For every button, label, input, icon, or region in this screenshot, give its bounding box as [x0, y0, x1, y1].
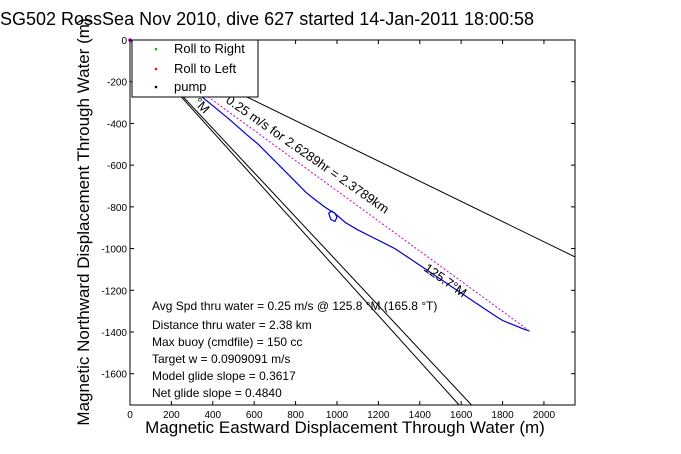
y-tick-label: -1400 — [101, 328, 127, 339]
x-tick-label: 1200 — [367, 410, 390, 421]
stat-max-buoy: Max buoy (cmdfile) = 150 cc — [152, 335, 302, 349]
stat-model-glide: Model glide slope = 0.3617 — [152, 369, 296, 383]
reference-line — [129, 39, 460, 406]
x-tick-label: 400 — [204, 410, 221, 421]
x-tick-label: 1600 — [450, 410, 473, 421]
chart-title: SG502 RossSea Nov 2010, dive 627 started… — [0, 9, 534, 29]
x-tick-label: 200 — [163, 410, 180, 421]
x-axis-label: Magnetic Eastward Displacement Through W… — [145, 418, 545, 437]
x-ticks: 0 200 400 600 800 1000 1200 1400 1600 1800 2000 — [127, 40, 556, 421]
stat-avg-speed: Avg Spd thru water = 0.25 m/s @ 125.8 °M… — [152, 299, 437, 313]
track-series-line — [129, 39, 530, 332]
x-tick-label: 800 — [287, 410, 304, 421]
y-tick-label: -600 — [107, 161, 127, 172]
legend-box — [131, 39, 259, 98]
y-ticks: 0 -200 -400 -600 -800 -1000 -1200 -1400 -1600 — [101, 36, 575, 381]
heading-annotation-upper: °M — [191, 95, 213, 117]
legend-marker-roll-right — [154, 47, 158, 51]
y-tick-label: -200 — [107, 78, 127, 89]
x-tick-label: 1400 — [409, 410, 432, 421]
y-tick-label: -400 — [107, 119, 127, 130]
legend-marker-roll-left — [154, 67, 158, 71]
legend-label-roll-left: Roll to Left — [174, 61, 237, 76]
legend-label-pump: pump — [174, 79, 207, 94]
y-tick-label: -1600 — [101, 370, 127, 381]
stats-block: Avg Spd thru water = 0.25 m/s @ 125.8 °M… — [152, 299, 437, 400]
y-tick-label: -800 — [107, 203, 127, 214]
speed-distance-annotation: 0.25 m/s for 2.6289hr = 2.3789km — [223, 92, 392, 216]
legend-label-roll-right: Roll to Right — [174, 41, 245, 56]
legend: Roll to Right Roll to Left pump — [131, 39, 259, 98]
plot-lines — [128, 38, 576, 406]
reference-line — [129, 39, 472, 406]
x-tick-label: 0 — [127, 410, 133, 421]
x-tick-label: 1000 — [326, 410, 349, 421]
stat-distance: Distance thru water = 2.38 km — [152, 318, 312, 332]
legend-marker-pump — [154, 85, 158, 89]
plot-frame — [129, 39, 576, 406]
y-tick-label: -1200 — [101, 286, 127, 297]
x-tick-label: 2000 — [533, 410, 556, 421]
stat-net-glide: Net glide slope = 0.4840 — [152, 386, 282, 400]
stat-target-w: Target w = 0.0909091 m/s — [152, 352, 290, 366]
y-axis-label: Magnetic Northward Displacement Through … — [74, 18, 93, 425]
heading-annotation: 125.7°M — [421, 260, 469, 300]
y-tick-label: 0 — [121, 36, 127, 47]
x-tick-label: 600 — [246, 410, 263, 421]
y-tick-label: -1000 — [101, 245, 127, 256]
x-tick-label: 1800 — [491, 410, 514, 421]
